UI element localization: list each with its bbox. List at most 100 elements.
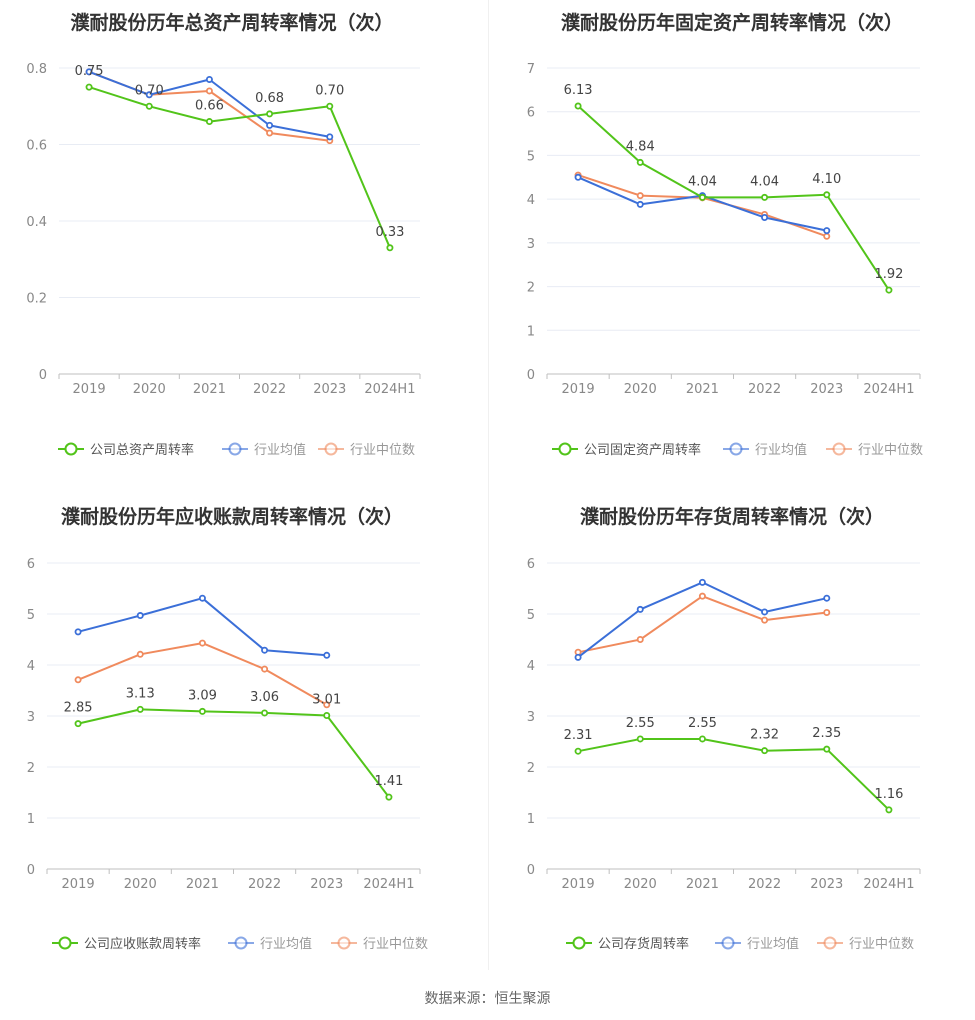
y-tick-label: 0.6 [26, 139, 47, 154]
x-tick-label: 2020 [624, 382, 657, 397]
data-label: 3.06 [250, 690, 279, 705]
data-label: 4.04 [750, 174, 779, 189]
chart-title: 濮耐股份历年应收账款周转率情况（次） [61, 505, 403, 528]
data-point-avg [323, 651, 331, 659]
legend-marker-avg [721, 936, 735, 950]
x-tick-label: 2022 [248, 877, 281, 892]
chart-panel-inventory-turnover: 濮耐股份历年存货周转率情况（次） 0 1 2 3 4 5 6 2019 2020 2021 2022 2… [488, 495, 975, 990]
x-tick-label: 2019 [73, 382, 106, 397]
x-tick-label: 2023 [313, 382, 346, 397]
y-tick-label: 6 [527, 557, 535, 572]
data-point-median [636, 192, 644, 200]
data-point-median [261, 665, 269, 673]
data-point-avg [761, 214, 769, 222]
y-tick-label: 4 [27, 659, 35, 674]
x-tick-label: 2020 [124, 877, 157, 892]
legend-label-avg: 行业均值 [755, 442, 807, 458]
legend-label-company: 公司应收账款周转率 [84, 936, 201, 952]
chart-title: 濮耐股份历年总资产周转率情况（次） [70, 11, 393, 34]
data-point-company [136, 705, 144, 713]
y-tick-label: 3 [527, 237, 535, 252]
data-label: 2.35 [812, 726, 841, 741]
x-tick-label: 2023 [310, 877, 343, 892]
data-point-avg [85, 68, 93, 76]
data-point-company [198, 707, 206, 715]
data-label: 1.92 [874, 267, 903, 282]
x-tick-label: 2021 [686, 382, 719, 397]
legend-label-company: 公司固定资产周转率 [584, 442, 701, 458]
legend-marker-median [832, 442, 846, 456]
data-point-company [145, 102, 153, 110]
chart-fixed-asset-turnover: 濮耐股份历年固定资产周转率情况（次） 0 1 2 3 4 5 6 7 2019 2020 2021 20… [527, 11, 923, 458]
panel-divider [488, 0, 489, 970]
y-tick-label: 2 [527, 281, 535, 296]
legend-label-avg: 行业均值 [260, 936, 312, 952]
data-point-avg [823, 227, 831, 235]
data-label: 2.55 [626, 716, 655, 731]
data-point-median [323, 701, 331, 709]
x-tick-label: 2019 [562, 382, 595, 397]
chart-inventory-turnover: 濮耐股份历年存货周转率情况（次） 0 1 2 3 4 5 6 2019 2020 2021 2022 2… [527, 505, 921, 952]
data-label: 2.55 [688, 716, 717, 731]
y-tick-label: 1 [527, 324, 535, 339]
legend-marker-avg [729, 442, 743, 456]
data-point-avg [574, 173, 582, 181]
data-point-median [198, 639, 206, 647]
data-point-company [698, 735, 706, 743]
data-label: 0.70 [135, 83, 164, 98]
chart-panel-fixed-asset-turnover: 濮耐股份历年固定资产周转率情况（次） 0 1 2 3 4 5 6 7 2019 2020 2021 20… [488, 0, 975, 495]
data-point-company [885, 806, 893, 814]
chart-total-asset-turnover: 濮耐股份历年总资产周转率情况（次） 0 0.2 0.4 0.6 0.8 2019 2020 20… [26, 11, 421, 458]
x-tick-label: 2021 [193, 382, 226, 397]
x-tick-label: 2023 [810, 382, 843, 397]
x-tick-label: 2022 [253, 382, 286, 397]
data-label: 0.70 [315, 83, 344, 98]
data-point-company [323, 711, 331, 719]
x-tick-label: 2021 [686, 877, 719, 892]
x-tick-label: 2019 [62, 877, 95, 892]
x-tick-label: 2024H1 [863, 877, 914, 892]
series-line-company [577, 738, 890, 811]
legend-marker-median [337, 936, 351, 950]
y-tick-label: 1 [27, 812, 35, 827]
data-point-median [698, 592, 706, 600]
data-point-company [885, 286, 893, 294]
data-point-median [823, 232, 831, 240]
x-tick-label: 2020 [133, 382, 166, 397]
data-point-company [261, 709, 269, 717]
y-tick-label: 4 [527, 193, 535, 208]
data-point-avg [636, 605, 644, 613]
data-point-median [74, 676, 82, 684]
y-tick-label: 3 [27, 710, 35, 725]
legend-label-avg: 行业均值 [747, 936, 799, 952]
x-tick-label: 2022 [748, 877, 781, 892]
x-tick-label: 2022 [748, 382, 781, 397]
legend-marker-company [558, 442, 572, 456]
data-point-company [385, 793, 393, 801]
y-tick-label: 3 [527, 710, 535, 725]
legend-label-median: 行业中位数 [363, 937, 428, 952]
data-point-median [266, 129, 274, 137]
data-point-company [386, 244, 394, 252]
data-point-company [74, 720, 82, 728]
y-tick-label: 2 [527, 761, 535, 776]
data-point-avg [145, 91, 153, 99]
data-point-avg [574, 653, 582, 661]
x-tick-label: 2024H1 [863, 382, 914, 397]
x-tick-label: 2023 [810, 877, 843, 892]
data-point-avg [761, 608, 769, 616]
data-point-avg [136, 612, 144, 620]
chart-title: 濮耐股份历年固定资产周转率情况（次） [561, 11, 903, 34]
series-line-company [77, 708, 390, 798]
data-point-median [761, 616, 769, 624]
y-tick-label: 6 [27, 557, 35, 572]
data-point-avg [74, 628, 82, 636]
y-tick-label: 0 [39, 368, 47, 383]
data-point-avg [698, 578, 706, 586]
data-point-avg [205, 75, 213, 83]
chart-panel-receivable-turnover: 濮耐股份历年应收账款周转率情况（次） 0 1 2 3 4 5 6 2019 2020 2021 202… [0, 495, 488, 990]
data-point-median [636, 635, 644, 643]
legend-label-company: 公司存货周转率 [598, 936, 689, 952]
y-tick-label: 0 [527, 368, 535, 383]
data-label: 0.68 [255, 91, 284, 106]
